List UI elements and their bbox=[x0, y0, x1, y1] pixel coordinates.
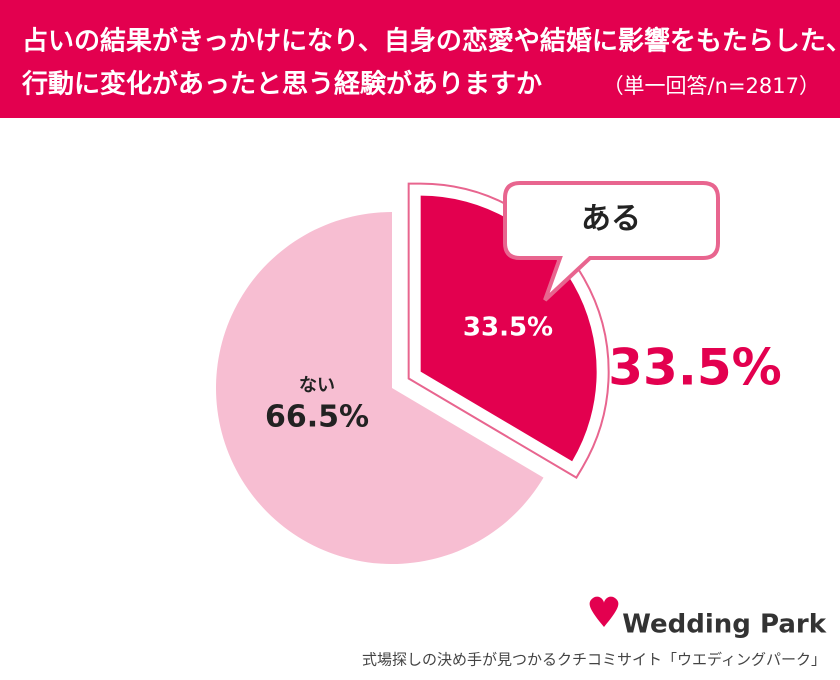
logo-text: Wedding Park bbox=[622, 610, 826, 640]
highlight-label: 33.5% bbox=[608, 339, 781, 397]
category-label: ある bbox=[581, 202, 641, 237]
callout-bubble bbox=[503, 181, 720, 302]
callout: ある bbox=[503, 181, 720, 302]
slice-label: 33.5% bbox=[463, 313, 553, 343]
header-band bbox=[0, 0, 840, 118]
slice-label: 66.5% bbox=[265, 400, 369, 435]
slice bbox=[216, 212, 544, 564]
footer-tagline: 式場探しの決め手が見つかるクチコミサイト「ウエディングパーク」 bbox=[362, 651, 826, 669]
category-label: ない bbox=[299, 375, 335, 396]
subtitle: （単一回答/n=2817） bbox=[603, 74, 820, 98]
title-line: 行動に変化があったと思う経験がありますか bbox=[21, 69, 542, 100]
title-line: 占いの結果がきっかけになり、自身の恋愛や結婚に影響をもたらした、 bbox=[22, 26, 840, 57]
slice bbox=[420, 195, 597, 462]
logo-heart bbox=[589, 596, 619, 627]
pie bbox=[216, 182, 610, 564]
